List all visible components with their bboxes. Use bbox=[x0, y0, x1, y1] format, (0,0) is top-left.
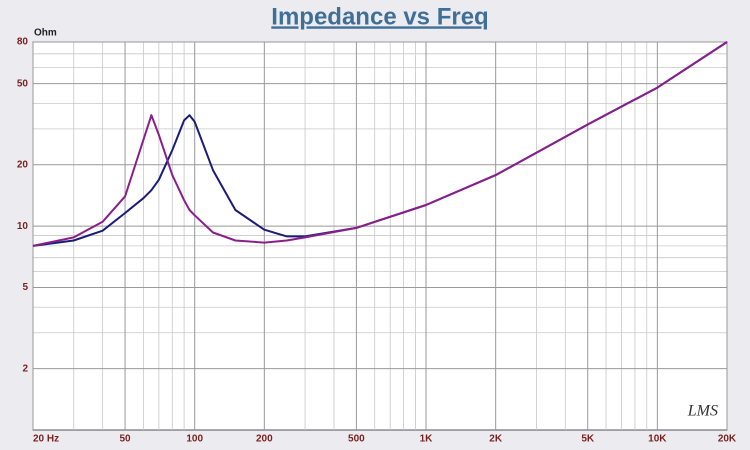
x-tick-label: 1K bbox=[420, 434, 434, 445]
x-tick-label: 2K bbox=[489, 434, 503, 445]
x-tick-label: 200 bbox=[256, 434, 273, 445]
plot-area bbox=[32, 41, 728, 431]
y-tick-label: 2 bbox=[22, 363, 28, 374]
x-tick-label: 5K bbox=[581, 434, 595, 445]
x-tick-label: 20K bbox=[718, 434, 737, 445]
y-tick-label: 80 bbox=[17, 37, 29, 48]
x-tick-label: 20 Hz bbox=[33, 434, 59, 445]
watermark: LMS bbox=[687, 403, 718, 420]
x-tick-label: 500 bbox=[348, 434, 365, 445]
y-axis-label: Ohm bbox=[34, 28, 57, 39]
impedance-line bbox=[32, 41, 728, 247]
x-tick-label: 10K bbox=[648, 434, 667, 445]
y-tick-label: 10 bbox=[17, 221, 29, 232]
x-tick-label: 50 bbox=[119, 434, 131, 445]
y-tick-label: 50 bbox=[17, 78, 29, 89]
y-tick-label: 5 bbox=[22, 282, 28, 293]
x-tick-label: 100 bbox=[186, 434, 203, 445]
y-tick-label: 20 bbox=[17, 159, 29, 170]
chart-title: Impedance vs Freq bbox=[271, 3, 488, 30]
